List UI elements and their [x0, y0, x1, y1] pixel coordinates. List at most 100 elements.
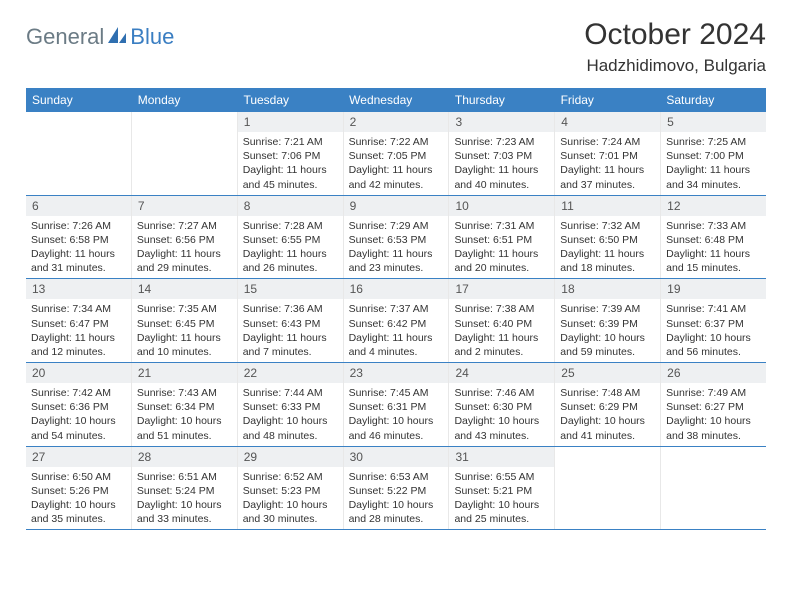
cell-body: Sunrise: 6:51 AMSunset: 5:24 PMDaylight:…	[132, 467, 237, 530]
sunrise-text: Sunrise: 7:29 AM	[349, 219, 444, 233]
sunset-text: Sunset: 6:40 PM	[454, 317, 549, 331]
day-number: 2	[344, 112, 449, 132]
sunset-text: Sunset: 6:27 PM	[666, 400, 761, 414]
day-number: 20	[26, 363, 131, 383]
daylight-text: Daylight: 11 hours and 34 minutes.	[666, 163, 761, 191]
day-number: 23	[344, 363, 449, 383]
day-headers-row: SundayMondayTuesdayWednesdayThursdayFrid…	[26, 88, 766, 112]
calendar-cell: 15Sunrise: 7:36 AMSunset: 6:43 PMDayligh…	[238, 279, 344, 362]
day-header: Sunday	[26, 88, 132, 112]
sunrise-text: Sunrise: 6:51 AM	[137, 470, 232, 484]
sunrise-text: Sunrise: 7:21 AM	[243, 135, 338, 149]
cell-body: Sunrise: 7:23 AMSunset: 7:03 PMDaylight:…	[449, 132, 554, 195]
day-number: 15	[238, 279, 343, 299]
day-header: Wednesday	[343, 88, 449, 112]
cell-body: Sunrise: 7:24 AMSunset: 7:01 PMDaylight:…	[555, 132, 660, 195]
sunset-text: Sunset: 5:26 PM	[31, 484, 126, 498]
cell-body: Sunrise: 7:31 AMSunset: 6:51 PMDaylight:…	[449, 216, 554, 279]
sunrise-text: Sunrise: 7:39 AM	[560, 302, 655, 316]
sunrise-text: Sunrise: 7:26 AM	[31, 219, 126, 233]
sunrise-text: Sunrise: 7:37 AM	[349, 302, 444, 316]
sunset-text: Sunset: 7:03 PM	[454, 149, 549, 163]
day-number: 10	[449, 196, 554, 216]
calendar-cell: 12Sunrise: 7:33 AMSunset: 6:48 PMDayligh…	[661, 196, 766, 279]
sunrise-text: Sunrise: 7:41 AM	[666, 302, 761, 316]
week-row: 1Sunrise: 7:21 AMSunset: 7:06 PMDaylight…	[26, 112, 766, 196]
daylight-text: Daylight: 11 hours and 31 minutes.	[31, 247, 126, 275]
sunrise-text: Sunrise: 7:24 AM	[560, 135, 655, 149]
location-label: Hadzhidimovo, Bulgaria	[584, 56, 766, 76]
calendar-cell: 23Sunrise: 7:45 AMSunset: 6:31 PMDayligh…	[344, 363, 450, 446]
day-number: 21	[132, 363, 237, 383]
day-number: 22	[238, 363, 343, 383]
cell-body: Sunrise: 7:39 AMSunset: 6:39 PMDaylight:…	[555, 299, 660, 362]
sunset-text: Sunset: 6:58 PM	[31, 233, 126, 247]
day-number: 16	[344, 279, 449, 299]
month-title: October 2024	[584, 18, 766, 52]
sunset-text: Sunset: 7:01 PM	[560, 149, 655, 163]
sunrise-text: Sunrise: 7:49 AM	[666, 386, 761, 400]
day-number: 31	[449, 447, 554, 467]
cell-body: Sunrise: 7:28 AMSunset: 6:55 PMDaylight:…	[238, 216, 343, 279]
cell-body: Sunrise: 6:55 AMSunset: 5:21 PMDaylight:…	[449, 467, 554, 530]
daylight-text: Daylight: 10 hours and 41 minutes.	[560, 414, 655, 442]
sunrise-text: Sunrise: 7:27 AM	[137, 219, 232, 233]
daylight-text: Daylight: 10 hours and 28 minutes.	[349, 498, 444, 526]
daylight-text: Daylight: 11 hours and 18 minutes.	[560, 247, 655, 275]
daylight-text: Daylight: 10 hours and 59 minutes.	[560, 331, 655, 359]
cell-body: Sunrise: 7:27 AMSunset: 6:56 PMDaylight:…	[132, 216, 237, 279]
sunset-text: Sunset: 6:56 PM	[137, 233, 232, 247]
day-number: 29	[238, 447, 343, 467]
day-number: 12	[661, 196, 766, 216]
week-row: 6Sunrise: 7:26 AMSunset: 6:58 PMDaylight…	[26, 196, 766, 280]
cell-body: Sunrise: 7:33 AMSunset: 6:48 PMDaylight:…	[661, 216, 766, 279]
calendar-cell: 17Sunrise: 7:38 AMSunset: 6:40 PMDayligh…	[449, 279, 555, 362]
sunrise-text: Sunrise: 7:46 AM	[454, 386, 549, 400]
daylight-text: Daylight: 10 hours and 54 minutes.	[31, 414, 126, 442]
day-number: 3	[449, 112, 554, 132]
sunset-text: Sunset: 6:43 PM	[243, 317, 338, 331]
cell-body: Sunrise: 7:44 AMSunset: 6:33 PMDaylight:…	[238, 383, 343, 446]
day-number: 24	[449, 363, 554, 383]
calendar-cell	[661, 447, 766, 530]
sunset-text: Sunset: 6:37 PM	[666, 317, 761, 331]
day-number: 8	[238, 196, 343, 216]
daylight-text: Daylight: 11 hours and 2 minutes.	[454, 331, 549, 359]
day-number: 18	[555, 279, 660, 299]
sunset-text: Sunset: 6:31 PM	[349, 400, 444, 414]
calendar-cell: 14Sunrise: 7:35 AMSunset: 6:45 PMDayligh…	[132, 279, 238, 362]
calendar-cell: 25Sunrise: 7:48 AMSunset: 6:29 PMDayligh…	[555, 363, 661, 446]
sunrise-text: Sunrise: 7:35 AM	[137, 302, 232, 316]
daylight-text: Daylight: 10 hours and 35 minutes.	[31, 498, 126, 526]
day-number: 14	[132, 279, 237, 299]
calendar-cell	[555, 447, 661, 530]
sunset-text: Sunset: 6:48 PM	[666, 233, 761, 247]
daylight-text: Daylight: 10 hours and 33 minutes.	[137, 498, 232, 526]
day-number: 27	[26, 447, 131, 467]
daylight-text: Daylight: 11 hours and 26 minutes.	[243, 247, 338, 275]
day-number: 9	[344, 196, 449, 216]
day-number: 28	[132, 447, 237, 467]
sunrise-text: Sunrise: 7:28 AM	[243, 219, 338, 233]
sunset-text: Sunset: 6:42 PM	[349, 317, 444, 331]
brand-logo: General Blue	[26, 24, 174, 50]
calendar-cell: 10Sunrise: 7:31 AMSunset: 6:51 PMDayligh…	[449, 196, 555, 279]
calendar-cell: 1Sunrise: 7:21 AMSunset: 7:06 PMDaylight…	[238, 112, 344, 195]
sunrise-text: Sunrise: 6:53 AM	[349, 470, 444, 484]
sunset-text: Sunset: 5:22 PM	[349, 484, 444, 498]
sunrise-text: Sunrise: 7:25 AM	[666, 135, 761, 149]
sunrise-text: Sunrise: 6:55 AM	[454, 470, 549, 484]
sunset-text: Sunset: 6:53 PM	[349, 233, 444, 247]
day-number: 1	[238, 112, 343, 132]
sunrise-text: Sunrise: 7:48 AM	[560, 386, 655, 400]
week-row: 13Sunrise: 7:34 AMSunset: 6:47 PMDayligh…	[26, 279, 766, 363]
calendar-cell: 27Sunrise: 6:50 AMSunset: 5:26 PMDayligh…	[26, 447, 132, 530]
sunset-text: Sunset: 6:50 PM	[560, 233, 655, 247]
daylight-text: Daylight: 11 hours and 37 minutes.	[560, 163, 655, 191]
cell-body: Sunrise: 7:38 AMSunset: 6:40 PMDaylight:…	[449, 299, 554, 362]
calendar-cell: 5Sunrise: 7:25 AMSunset: 7:00 PMDaylight…	[661, 112, 766, 195]
sunrise-text: Sunrise: 7:43 AM	[137, 386, 232, 400]
calendar-cell: 6Sunrise: 7:26 AMSunset: 6:58 PMDaylight…	[26, 196, 132, 279]
daylight-text: Daylight: 11 hours and 40 minutes.	[454, 163, 549, 191]
daylight-text: Daylight: 10 hours and 48 minutes.	[243, 414, 338, 442]
